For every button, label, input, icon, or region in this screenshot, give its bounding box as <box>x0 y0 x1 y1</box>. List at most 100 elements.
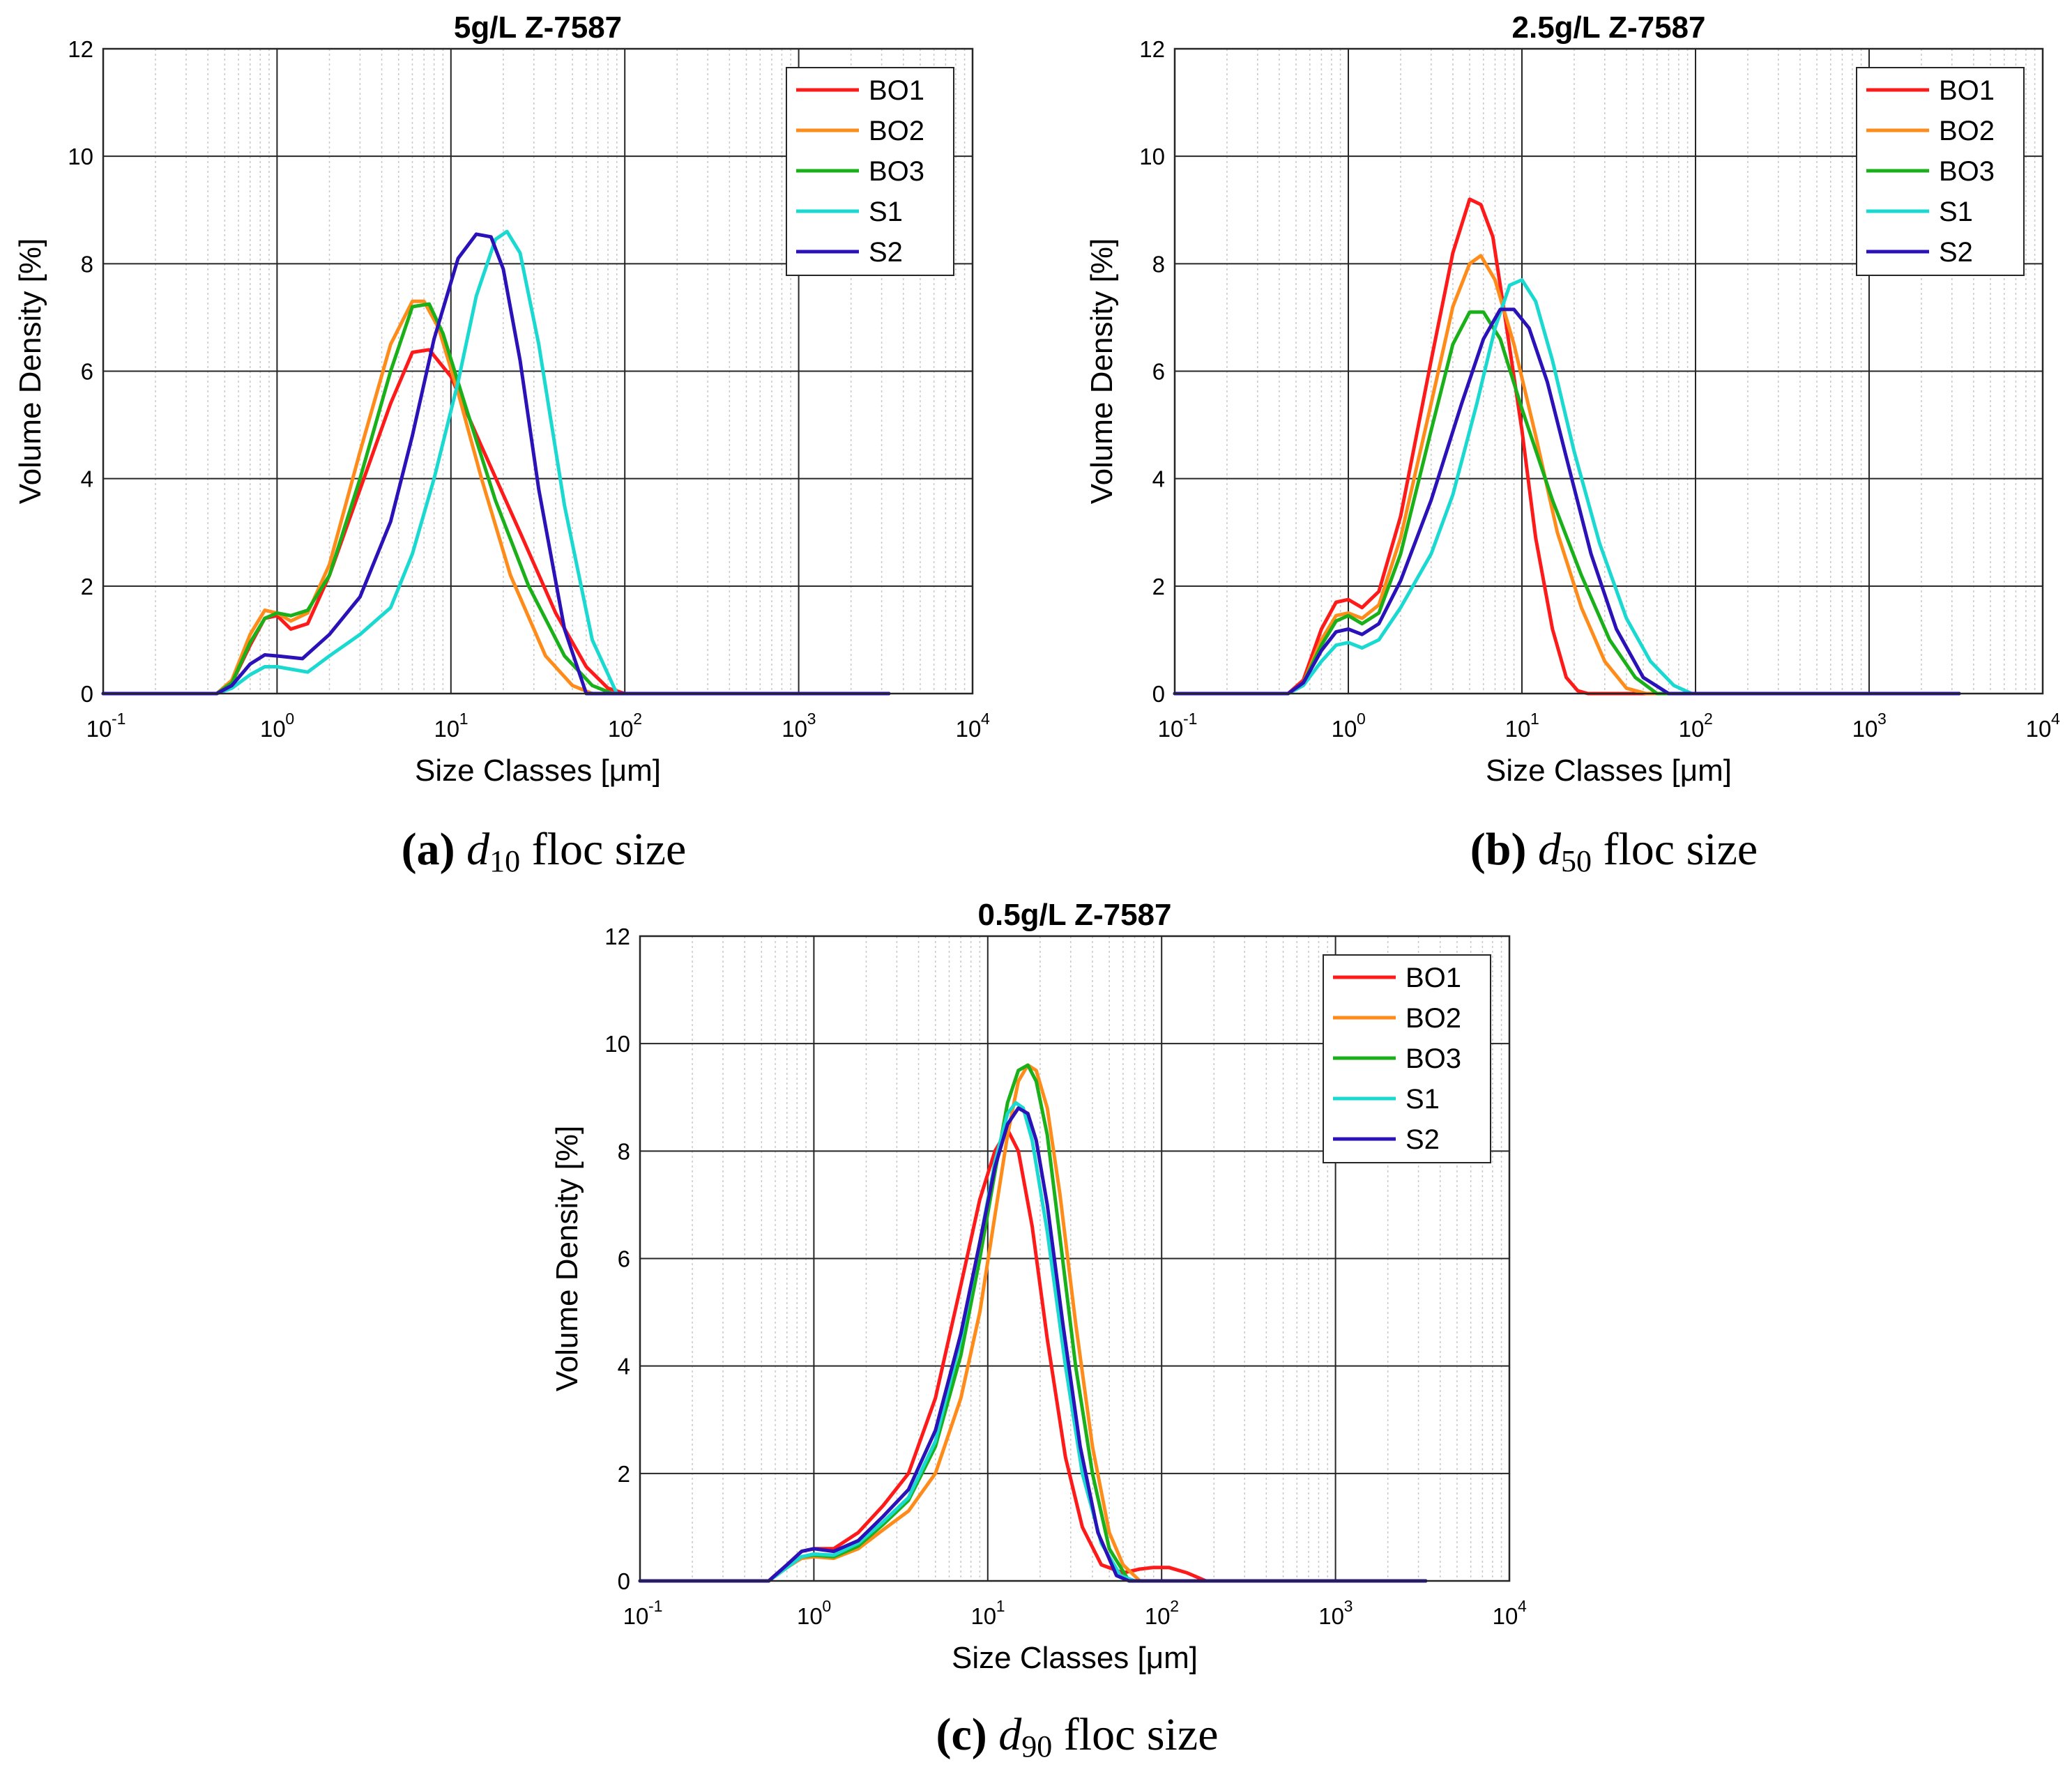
caption-space <box>1052 1709 1064 1760</box>
series-line-s2 <box>1173 307 1961 696</box>
figure-caption: (a) d10 floc size <box>402 824 687 878</box>
x-tick-exponent: 2 <box>1170 1597 1179 1615</box>
x-tick-label: 10 -1 <box>1158 710 1198 742</box>
x-tick-base: 10 <box>623 1603 649 1629</box>
caption-subscript: 10 <box>489 844 520 878</box>
legend-label-bo2: BO2 <box>1406 1003 1461 1034</box>
x-tick-base: 10 <box>797 1603 823 1629</box>
y-axis-label: Volume Density [%] <box>550 1126 584 1392</box>
x-tick-exponent: 2 <box>633 710 642 728</box>
x-axis-label: Size Classes [μm] <box>952 1641 1198 1675</box>
legend-label-s2: S2 <box>869 237 903 268</box>
series-line-s2 <box>638 1106 1428 1583</box>
caption-subscript: 90 <box>1021 1729 1052 1764</box>
x-tick-label: 10 1 <box>970 1597 1005 1629</box>
x-tick-label: 10 -1 <box>86 710 126 742</box>
x-tick-exponent: 0 <box>285 710 294 728</box>
caption-space <box>1592 824 1603 875</box>
x-axis-label: Size Classes [μm] <box>415 754 661 788</box>
legend-label-s1: S1 <box>1406 1084 1440 1115</box>
caption-text: floc size <box>1064 1709 1219 1760</box>
caption-subscript: 50 <box>1561 844 1592 878</box>
caption-variable: d <box>466 824 490 875</box>
x-tick-base: 10 <box>1318 1603 1344 1629</box>
x-tick-label: 10 0 <box>1332 710 1366 742</box>
y-tick-label: 12 <box>604 924 630 949</box>
caption-text: floc size <box>532 824 687 875</box>
y-axis-label: Volume Density [%] <box>13 238 47 505</box>
series-line-s1 <box>1173 278 1961 696</box>
x-tick-exponent: 4 <box>2051 710 2060 728</box>
x-tick-label: 10 1 <box>434 710 468 742</box>
series-line-s2 <box>101 232 891 696</box>
caption-letter: (c) <box>936 1709 987 1760</box>
x-tick-exponent: 1 <box>1530 710 1539 728</box>
x-tick-label: 10 3 <box>1852 710 1887 742</box>
chart-title: 5g/L Z-7587 <box>454 10 622 45</box>
x-tick-exponent: 3 <box>1877 710 1887 728</box>
legend-label-bo3: BO3 <box>1939 156 1995 187</box>
x-tick-exponent: 1 <box>996 1597 1005 1615</box>
x-tick-exponent: 0 <box>822 1597 831 1615</box>
x-tick-exponent: 3 <box>1344 1597 1353 1615</box>
series-line-bo1 <box>1173 197 1961 696</box>
x-tick-label: 10 3 <box>782 710 816 742</box>
figure-caption: (b) d50 floc size <box>1470 824 1758 878</box>
y-tick-label: 0 <box>1152 681 1165 707</box>
x-tick-base: 10 <box>782 716 807 742</box>
y-tick-label: 8 <box>618 1138 630 1164</box>
legend: BO1 BO2 BO3 S1 S2 <box>786 67 954 276</box>
x-tick-base: 10 <box>1493 1603 1518 1629</box>
x-tick-base: 10 <box>1158 716 1184 742</box>
caption-text: floc size <box>1603 824 1758 875</box>
y-tick-label: 10 <box>1139 144 1165 169</box>
axes-box <box>639 935 1511 1582</box>
caption-space <box>520 824 532 875</box>
y-tick-label: 2 <box>1152 574 1165 599</box>
series-line-bo3 <box>101 302 891 696</box>
axes-box <box>1173 47 2044 695</box>
legend-label-bo2: BO2 <box>1939 116 1995 146</box>
legend-label-bo1: BO1 <box>1406 963 1461 993</box>
x-tick-exponent: -1 <box>1183 710 1197 728</box>
y-tick-label: 0 <box>81 681 93 707</box>
legend-label-s1: S1 <box>1939 197 1973 227</box>
chart-title: 0.5g/L Z-7587 <box>978 898 1172 932</box>
x-tick-label: 10 2 <box>1145 1597 1179 1629</box>
caption-letter: (b) <box>1470 824 1527 875</box>
y-tick-label: 4 <box>1152 466 1165 492</box>
series-line-s1 <box>101 229 891 696</box>
series-line-bo2 <box>101 299 891 696</box>
x-tick-base: 10 <box>1145 1603 1171 1629</box>
x-tick-base: 10 <box>1505 716 1531 742</box>
y-tick-label: 0 <box>618 1568 630 1594</box>
y-tick-label: 2 <box>618 1461 630 1487</box>
y-tick-label: 8 <box>1152 251 1165 277</box>
x-tick-base: 10 <box>956 716 982 742</box>
x-tick-base: 10 <box>1332 716 1357 742</box>
legend-label-bo3: BO3 <box>1406 1043 1461 1074</box>
x-tick-exponent: -1 <box>112 710 125 728</box>
y-axis-label: Volume Density [%] <box>1085 238 1119 505</box>
y-tick-label: 6 <box>81 359 93 385</box>
legend-label-bo1: BO1 <box>1939 75 1995 106</box>
x-tick-label: 10 -1 <box>623 1597 663 1629</box>
y-tick-label: 12 <box>1139 36 1165 62</box>
x-tick-exponent: 1 <box>459 710 469 728</box>
x-tick-base: 10 <box>608 716 634 742</box>
y-tick-label: 4 <box>81 466 93 492</box>
x-tick-exponent: 4 <box>981 710 990 728</box>
axes-box <box>102 47 974 695</box>
legend: BO1 BO2 BO3 S1 S2 <box>1856 67 2025 276</box>
caption-letter: (a) <box>402 824 455 875</box>
y-tick-label: 2 <box>81 574 93 599</box>
x-tick-exponent: 0 <box>1357 710 1366 728</box>
y-tick-label: 6 <box>618 1246 630 1272</box>
x-tick-label: 10 1 <box>1505 710 1539 742</box>
x-tick-exponent: 4 <box>1518 1597 1527 1615</box>
x-tick-label: 10 2 <box>1679 710 1713 742</box>
legend-label-s1: S1 <box>869 197 903 227</box>
x-tick-label: 10 4 <box>1493 1597 1527 1629</box>
